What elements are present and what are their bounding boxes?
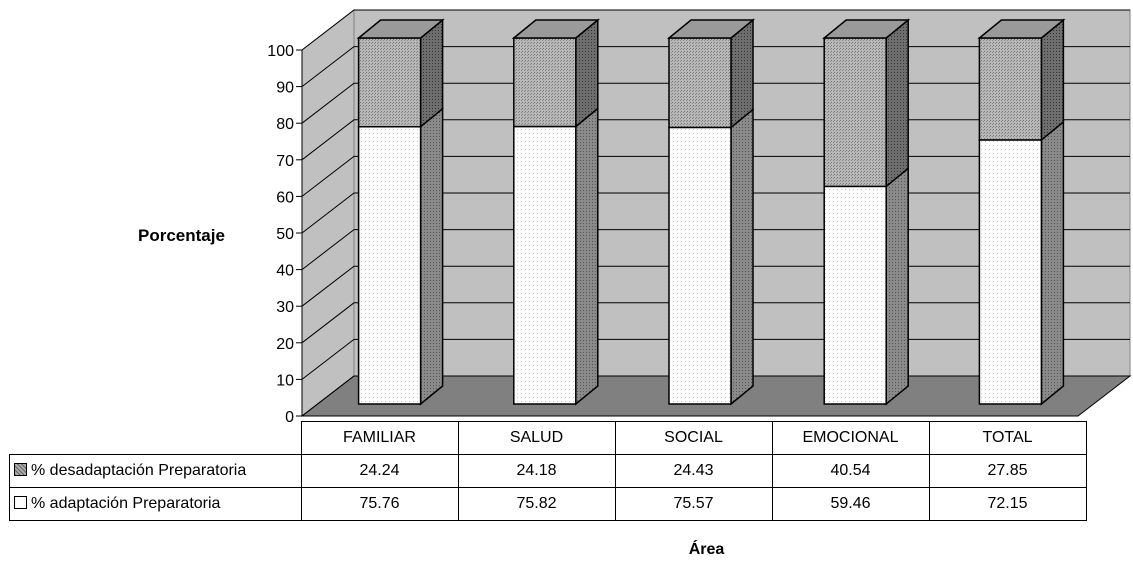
bar-segment-1-familiar (357, 37, 422, 128)
data-cell: 59.46 (771, 487, 930, 521)
y-tick-label: 30 (276, 299, 294, 316)
bar-side-0-salud (575, 106, 599, 406)
y-tick-label: 20 (276, 336, 294, 353)
y-axis-title: Porcentaje (138, 226, 225, 245)
data-table-row-adaptacion: % adaptación Preparatoria 75.76 75.82 75… (9, 487, 1087, 521)
y-tick-label: 70 (276, 153, 294, 170)
bar-segment-0-emocional (823, 185, 887, 405)
y-tick-label: 100 (267, 43, 294, 60)
data-cell: 75.82 (457, 487, 616, 521)
bar-side-0-familiar (419, 107, 444, 406)
bar-segment-0-social (668, 126, 732, 405)
legend-entry-desadaptacion: % desadaptación Preparatoria (9, 454, 302, 488)
bar-segment-1-total (978, 37, 1043, 141)
y-tick-label: 10 (276, 372, 294, 389)
bar-side-0-social (730, 107, 754, 406)
y-tick-label: 0 (285, 409, 294, 426)
x-axis-title: Área (688, 541, 725, 558)
y-tick-label: 60 (276, 189, 294, 206)
bar-segment-0-total (978, 139, 1043, 405)
bar-segment-0-familiar (357, 125, 422, 405)
data-cell: 24.18 (457, 454, 616, 488)
data-table-header-row: FAMILIAR SALUD SOCIAL EMOCIONAL TOTAL (9, 421, 1087, 455)
bar-side-0-emocional (885, 166, 909, 406)
bar-top-familiar (356, 19, 445, 39)
bar-segment-1-salud (513, 37, 577, 128)
bar-side-0-total (1040, 120, 1065, 406)
bar-segment-1-emocional (823, 37, 887, 188)
category-label: EMOCIONAL (771, 421, 930, 455)
y-tick-label: 90 (276, 80, 294, 97)
data-cell: 75.76 (300, 487, 459, 521)
data-cell: 40.54 (771, 454, 930, 488)
bar-top-social (666, 19, 756, 39)
bar-side-1-total (1040, 18, 1065, 142)
legend-entry-adaptacion: % adaptación Preparatoria (9, 487, 302, 521)
legend-key-gray-icon (14, 463, 27, 476)
category-label: SALUD (457, 421, 616, 455)
bar-top-total (977, 19, 1066, 39)
bar-side-1-emocional (885, 18, 909, 188)
bar-top-emocional (822, 19, 911, 39)
category-label: FAMILIAR (300, 421, 459, 455)
category-label: SOCIAL (614, 421, 773, 455)
data-cell: 24.43 (614, 454, 773, 488)
y-tick-label: 40 (276, 263, 294, 280)
y-tick-label: 80 (276, 116, 294, 133)
bar-segment-1-social (668, 37, 732, 129)
data-cell: 72.15 (928, 487, 1087, 521)
legend-key-white-icon (14, 496, 27, 509)
y-tick-label: 50 (276, 226, 294, 243)
category-label: TOTAL (928, 421, 1087, 455)
bar-top-salud (511, 19, 600, 39)
bar-segment-0-salud (513, 125, 577, 405)
data-table-row-desadaptacion: % desadaptación Preparatoria 24.24 24.18… (9, 454, 1087, 488)
gridline (301, 9, 1130, 51)
data-cell: 27.85 (928, 454, 1087, 488)
data-cell: 75.57 (614, 487, 773, 521)
data-cell: 24.24 (300, 454, 459, 488)
data-table: FAMILIAR SALUD SOCIAL EMOCIONAL TOTAL % … (9, 421, 1087, 521)
